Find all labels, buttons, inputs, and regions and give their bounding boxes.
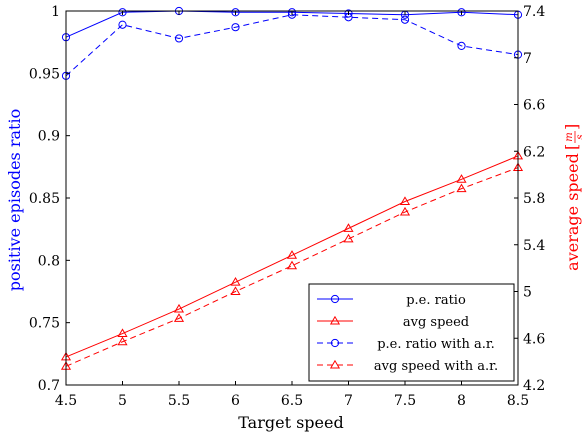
data-point bbox=[343, 223, 354, 232]
data-point bbox=[118, 8, 127, 17]
y-left-tick-label: 0.8 bbox=[38, 253, 60, 269]
x-tick-label: 7 bbox=[344, 393, 353, 409]
data-point bbox=[399, 196, 411, 205]
data-point bbox=[230, 276, 241, 286]
y-axis-right-unit-num: m bbox=[564, 132, 575, 141]
data-point bbox=[456, 174, 467, 183]
y-left-tick-label: 0.95 bbox=[29, 66, 60, 82]
y-axis-right-label: average speed [ m s ] bbox=[562, 124, 582, 271]
x-tick-label: 8.5 bbox=[507, 393, 529, 409]
y-right-tick-label: 7 bbox=[523, 51, 532, 67]
legend-marker bbox=[329, 359, 341, 369]
legend-marker bbox=[330, 338, 340, 348]
data-point bbox=[173, 313, 185, 322]
data-point bbox=[343, 233, 354, 243]
data-point bbox=[174, 34, 184, 43]
legend-label: p.e. ratio with a.r. bbox=[377, 337, 495, 352]
x-tick-label: 5.5 bbox=[168, 393, 190, 409]
y-axis-right-unit-den: s bbox=[575, 134, 582, 139]
series-line bbox=[65, 167, 519, 367]
y-left-tick-label: 0.7 bbox=[38, 378, 60, 394]
y-right-tick-label: 5.8 bbox=[523, 191, 545, 207]
data-point bbox=[457, 8, 466, 17]
data-point bbox=[173, 303, 185, 313]
series-line bbox=[65, 14, 519, 77]
x-tick-label: 6 bbox=[231, 393, 240, 409]
y-right-tick-label: 4.2 bbox=[523, 378, 545, 394]
data-point bbox=[457, 41, 466, 51]
legend-marker bbox=[330, 294, 340, 304]
series-2 bbox=[61, 10, 523, 80]
data-point bbox=[230, 286, 241, 295]
y-left-tick-label: 0.9 bbox=[38, 129, 60, 145]
data-point bbox=[399, 206, 411, 216]
legend-entry: p.e. ratio with a.r. bbox=[317, 337, 495, 352]
x-tick-label: 6.5 bbox=[281, 393, 303, 409]
legend-box bbox=[308, 283, 515, 382]
x-tick-label: 5 bbox=[118, 393, 127, 409]
y-right-tick-label: 5.4 bbox=[523, 238, 545, 254]
y-axis-right-label-prefix: average speed bbox=[563, 153, 582, 271]
legend: p.e. ratio avg speed p.e. ratio with a.r. a… bbox=[308, 283, 515, 382]
y-left-tick-label: 0.85 bbox=[29, 191, 60, 207]
legend-label: p.e. ratio bbox=[406, 293, 466, 308]
y-right-tick-label: 4.6 bbox=[523, 331, 545, 347]
legend-entry: avg speed with a.r. bbox=[317, 359, 498, 374]
y-left-tick-label: 1 bbox=[51, 4, 60, 20]
x-tick-label: 7.5 bbox=[394, 393, 416, 409]
series-1 bbox=[60, 150, 524, 361]
y-axis-right-unit-bracket-open: [ bbox=[562, 144, 581, 150]
data-point bbox=[118, 20, 127, 29]
y-right-tick-label: 7.4 bbox=[523, 4, 545, 20]
x-axis-label: Target speed bbox=[238, 413, 343, 432]
data-point bbox=[231, 8, 240, 17]
y-right-tick-label: 6.2 bbox=[523, 144, 545, 160]
y-axis-left-label: positive episodes ratio bbox=[5, 109, 24, 291]
data-point bbox=[286, 260, 298, 270]
legend-label: avg speed with a.r. bbox=[374, 359, 498, 374]
y-right-tick-label: 5 bbox=[523, 285, 532, 301]
x-tick-label: 8 bbox=[457, 393, 466, 409]
axis-layer: 4.5 5 5.5 6 6.5 7 7.5 8 8.5 0.7 0.75 0.8 0.85 0.9 0.95… bbox=[29, 4, 546, 409]
y-axis-right-unit-bracket-close: ] bbox=[562, 124, 581, 130]
legend-label: avg speed bbox=[403, 315, 469, 330]
y-right-tick-label: 6.6 bbox=[523, 98, 545, 114]
series-line bbox=[65, 155, 519, 358]
data-point bbox=[286, 250, 298, 259]
y-left-tick-label: 0.75 bbox=[29, 316, 60, 332]
legend-entry: p.e. ratio bbox=[317, 293, 466, 308]
data-point bbox=[344, 9, 353, 18]
data-point bbox=[231, 23, 240, 32]
data-point bbox=[400, 15, 410, 24]
data-point bbox=[117, 328, 128, 338]
data-point bbox=[456, 183, 467, 193]
data-point bbox=[117, 336, 128, 346]
legend-entry: avg speed bbox=[317, 315, 469, 330]
x-tick-label: 4.5 bbox=[55, 393, 77, 409]
svg-text:average speed: average speed bbox=[563, 153, 582, 271]
legend-marker bbox=[329, 315, 341, 325]
data-point bbox=[287, 8, 297, 17]
